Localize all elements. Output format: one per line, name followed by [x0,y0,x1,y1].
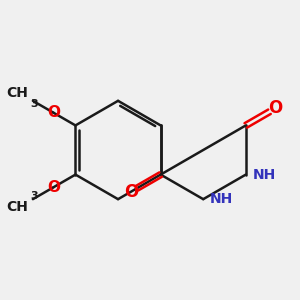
Text: O: O [47,105,60,120]
Text: O: O [124,182,138,200]
Text: CH: CH [7,86,28,100]
Text: O: O [268,100,282,118]
Text: NH: NH [252,168,276,182]
Text: 3: 3 [30,99,38,109]
Text: CH: CH [7,200,28,214]
Text: NH: NH [210,192,233,206]
Text: 3: 3 [30,191,38,201]
Text: O: O [47,180,60,195]
